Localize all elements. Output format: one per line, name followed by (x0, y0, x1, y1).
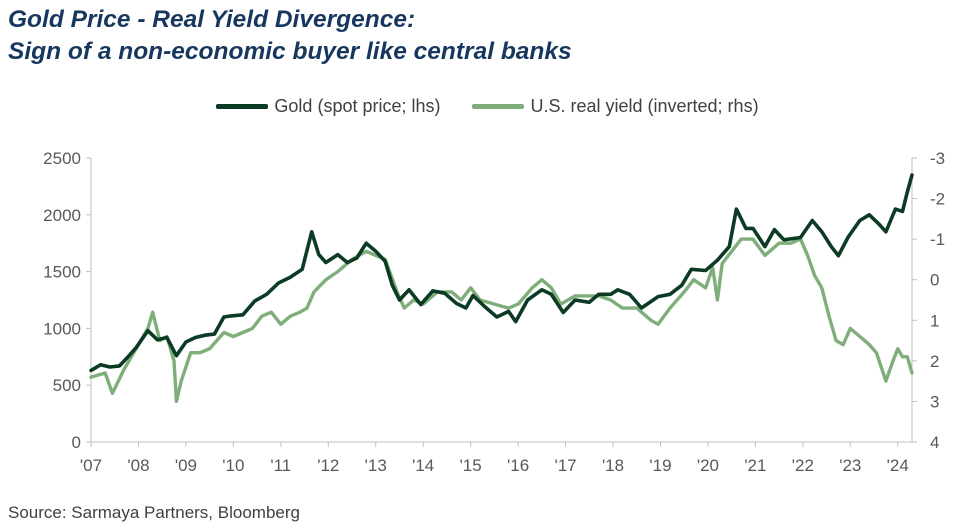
y-right-tick-label: 3 (930, 392, 939, 411)
y-right-tick-label: -2 (930, 190, 945, 209)
legend-item-yield: U.S. real yield (inverted; rhs) (472, 96, 759, 117)
x-tick-label: '14 (412, 456, 434, 475)
chart-plot: 0 500 1000 1500 2000 2500 4 3 2 1 0 -1 -2 -3 '07 '08 '09… (43, 149, 945, 475)
legend-label-yield: U.S. real yield (inverted; rhs) (530, 96, 759, 116)
x-tick-label: '08 (127, 456, 149, 475)
y-right-tick-label: 4 (930, 433, 939, 452)
y-left-tick-label: 1500 (43, 263, 81, 282)
legend-swatch-yield (472, 104, 525, 109)
x-tick-label: '16 (507, 456, 529, 475)
x-tick-label: '20 (697, 456, 719, 475)
x-tick-label: '10 (222, 456, 244, 475)
series-line-real-yield (89, 237, 914, 404)
x-tick-label: '12 (317, 456, 339, 475)
y-left-tick-label: 500 (53, 376, 81, 395)
y-left-tick-label: 2000 (43, 206, 81, 225)
x-tick-label: '09 (175, 456, 197, 475)
series-line-gold (89, 173, 914, 373)
y-right-tick-label: 1 (930, 311, 939, 330)
x-tick-label: '23 (839, 456, 861, 475)
axes-group: 0 500 1000 1500 2000 2500 4 3 2 1 0 -1 -2 -3 '07 '08 '09… (43, 149, 945, 475)
legend-label-gold: Gold (spot price; lhs) (274, 96, 441, 116)
x-tick-label: '11 (270, 456, 291, 475)
x-tick-label: '15 (460, 456, 482, 475)
y-right-tick-label: 0 (930, 271, 939, 290)
x-tick-label: '18 (602, 456, 624, 475)
x-tick-label: '07 (80, 456, 102, 475)
x-tick-label: '19 (649, 456, 671, 475)
x-tick-label: '21 (744, 456, 766, 475)
y-left-tick-label: 2500 (43, 149, 81, 168)
x-tick-label: '22 (792, 456, 814, 475)
legend-item-gold: Gold (spot price; lhs) (216, 96, 440, 117)
title-line-2: Sign of a non-economic buyer like centra… (8, 38, 572, 65)
title-line-1: Gold Price - Real Yield Divergence: (8, 6, 416, 33)
y-right-tick-label: -3 (930, 149, 945, 168)
chart-legend: Gold (spot price; lhs) U.S. real yield (… (0, 96, 975, 117)
y-right-tick-label: 2 (930, 352, 939, 371)
x-tick-label: '13 (365, 456, 387, 475)
y-left-tick-label: 1000 (43, 319, 81, 338)
y-right-tick-label: -1 (930, 230, 945, 249)
source-note: Source: Sarmaya Partners, Bloomberg (8, 503, 300, 522)
y-left-tick-label: 0 (72, 433, 81, 452)
x-tick-label: '24 (887, 456, 909, 475)
legend-swatch-gold (216, 104, 269, 109)
x-tick-label: '17 (554, 456, 576, 475)
series-group (89, 173, 914, 404)
chart-title: Gold Price - Real Yield Divergence: Sign… (8, 4, 572, 68)
